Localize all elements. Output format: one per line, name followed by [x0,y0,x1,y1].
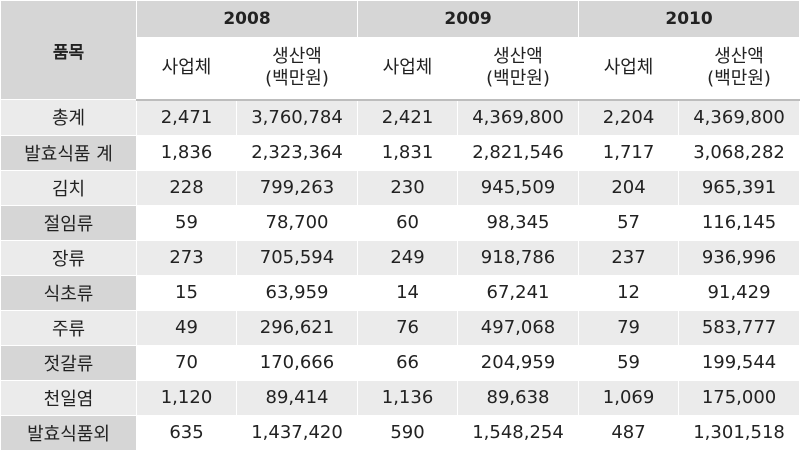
cell-value: 2,821,546 [457,134,580,171]
table-body: 총계 2,471 3,760,784 2,421 4,369,800 2,204 4,369… [0,99,800,451]
table-row: 절임류 59 78,700 60 98,345 57 116,145 [0,204,800,241]
row-item-label: 김치 [0,169,137,206]
cell-count: 590 [357,414,459,451]
header-value-2009: 생산액 (백만원) [457,37,580,101]
cell-count: 204 [578,169,680,206]
cell-value: 1,437,420 [235,414,359,451]
cell-value: 170,666 [235,344,359,381]
row-item-label: 발효식품외 [0,414,137,451]
cell-count: 57 [578,204,680,241]
header-count-2010: 사업체 [578,37,680,101]
cell-count: 59 [578,344,680,381]
cell-value: 2,323,364 [235,134,359,171]
cell-count: 230 [357,169,459,206]
header-item: 품목 [0,0,137,100]
cell-value: 705,594 [235,239,359,276]
row-item-label: 절임류 [0,204,137,241]
cell-value: 98,345 [457,204,580,241]
cell-value: 1,548,254 [457,414,580,451]
cell-value: 199,544 [678,344,800,381]
cell-value: 63,959 [235,274,359,311]
header-value-2008: 생산액 (백만원) [235,37,359,101]
cell-count: 2,471 [136,99,237,136]
header-year-2008: 2008 [135,0,359,38]
cell-value: 4,369,800 [678,99,800,136]
cell-count: 249 [357,239,459,276]
row-item-label: 주류 [0,309,137,346]
cell-count: 49 [136,309,237,346]
table-row: 발효식품 계 1,836 2,323,364 1,831 2,821,546 1,717 3… [0,134,800,171]
table-row: 천일염 1,120 89,414 1,136 89,638 1,069 175,000 [0,379,800,416]
cell-value: 4,369,800 [457,99,580,136]
cell-count: 1,836 [136,134,237,171]
header-year-2010: 2010 [578,0,800,38]
cell-count: 12 [578,274,680,311]
cell-value: 296,621 [235,309,359,346]
cell-value: 78,700 [235,204,359,241]
cell-value: 3,068,282 [678,134,800,171]
cell-count: 76 [357,309,459,346]
cell-value: 89,414 [235,379,359,416]
cell-count: 487 [578,414,680,451]
cell-count: 59 [136,204,237,241]
cell-value: 936,996 [678,239,800,276]
table-row: 총계 2,471 3,760,784 2,421 4,369,800 2,204 4,369… [0,99,800,136]
table-row: 주류 49 296,621 76 497,068 79 583,777 [0,309,800,346]
cell-count: 60 [357,204,459,241]
table-row: 식초류 15 63,959 14 67,241 12 91,429 [0,274,800,311]
cell-count: 635 [136,414,237,451]
cell-count: 273 [136,239,237,276]
row-item-label: 총계 [0,99,137,136]
cell-value: 175,000 [678,379,800,416]
header-count-2009: 사업체 [357,37,459,101]
row-item-label: 장류 [0,239,137,276]
table-row: 장류 273 705,594 249 918,786 237 936,996 [0,239,800,276]
header-count-2008: 사업체 [136,37,237,101]
cell-value: 1,301,518 [678,414,800,451]
table-row: 발효식품외 635 1,437,420 590 1,548,254 487 1,301,51… [0,414,800,451]
cell-count: 1,069 [578,379,680,416]
cell-value: 497,068 [457,309,580,346]
cell-value: 965,391 [678,169,800,206]
row-item-label: 식초류 [0,274,137,311]
cell-value: 89,638 [457,379,580,416]
row-item-label: 발효식품 계 [0,134,137,171]
header-year-2009: 2009 [357,0,580,38]
cell-value: 116,145 [678,204,800,241]
cell-count: 1,120 [136,379,237,416]
cell-count: 237 [578,239,680,276]
cell-value: 204,959 [457,344,580,381]
cell-value: 583,777 [678,309,800,346]
header-value-2010: 생산액 (백만원) [678,37,800,101]
table-row: 젓갈류 70 170,666 66 204,959 59 199,544 [0,344,800,381]
cell-count: 1,831 [357,134,459,171]
cell-value: 91,429 [678,274,800,311]
table-row: 김치 228 799,263 230 945,509 204 965,391 [0,169,800,206]
cell-count: 66 [357,344,459,381]
cell-count: 228 [136,169,237,206]
cell-count: 14 [357,274,459,311]
cell-count: 15 [136,274,237,311]
cell-count: 1,136 [357,379,459,416]
cell-count: 2,204 [578,99,680,136]
cell-count: 1,717 [578,134,680,171]
cell-value: 67,241 [457,274,580,311]
cell-count: 79 [578,309,680,346]
row-item-label: 젓갈류 [0,344,137,381]
row-item-label: 천일염 [0,379,137,416]
cell-value: 799,263 [235,169,359,206]
cell-count: 2,421 [357,99,459,136]
cell-value: 3,760,784 [235,99,359,136]
cell-value: 918,786 [457,239,580,276]
cell-value: 945,509 [457,169,580,206]
cell-count: 70 [136,344,237,381]
